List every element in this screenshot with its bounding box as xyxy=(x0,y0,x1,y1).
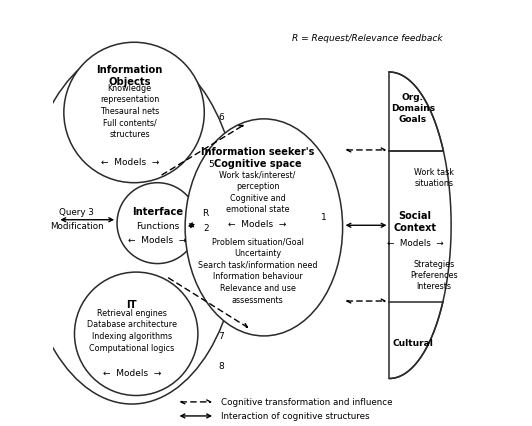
Circle shape xyxy=(64,43,204,183)
Text: ←  Models  →: ← Models → xyxy=(228,220,287,229)
Circle shape xyxy=(117,183,198,264)
Text: Problem situation/Goal
Uncertainty
Search task/information need
Information beha: Problem situation/Goal Uncertainty Searc… xyxy=(198,237,317,304)
Text: Functions: Functions xyxy=(136,221,179,230)
Text: 5: 5 xyxy=(208,160,213,169)
Text: 7: 7 xyxy=(219,332,224,341)
Text: ←  Models  →: ← Models → xyxy=(101,158,159,167)
Text: 2: 2 xyxy=(203,223,209,232)
Text: Cognitive transformation and influence: Cognitive transformation and influence xyxy=(221,397,393,406)
Text: Knowledge
representation
Thesaural nets
Full contents/
structures: Knowledge representation Thesaural nets … xyxy=(100,83,160,139)
Text: 1: 1 xyxy=(321,213,326,222)
Text: Work task/interest/
perception
Cognitive and
emotional state: Work task/interest/ perception Cognitive… xyxy=(219,170,296,214)
Text: Org.
Domains
Goals: Org. Domains Goals xyxy=(391,92,435,124)
Text: ←  Models  →: ← Models → xyxy=(387,238,443,247)
Ellipse shape xyxy=(185,120,343,336)
Text: ←  Models  →: ← Models → xyxy=(103,368,161,377)
Text: Interaction of cognitive structures: Interaction of cognitive structures xyxy=(221,412,370,420)
Text: IT: IT xyxy=(127,299,137,309)
Text: Information seeker's
Cognitive space: Information seeker's Cognitive space xyxy=(201,147,314,169)
Text: Work task
situations: Work task situations xyxy=(414,168,454,188)
Text: 6: 6 xyxy=(219,113,224,122)
Text: Cultural: Cultural xyxy=(393,338,433,347)
Circle shape xyxy=(74,273,198,396)
Text: Retrieval engines
Database architecture
Indexing algorithms
Computational logics: Retrieval engines Database architecture … xyxy=(87,308,177,352)
Text: Query 3: Query 3 xyxy=(59,207,94,216)
Text: R = Request/Relevance feedback: R = Request/Relevance feedback xyxy=(292,35,442,43)
Text: Interface: Interface xyxy=(132,207,183,217)
Text: 8: 8 xyxy=(219,361,224,370)
Text: Strategies
Preferences
Interests: Strategies Preferences Interests xyxy=(410,259,458,290)
Text: R: R xyxy=(202,208,209,218)
Text: Information
Objects: Information Objects xyxy=(97,65,163,87)
Text: Modification: Modification xyxy=(50,221,103,230)
Text: ←  Models  →: ← Models → xyxy=(128,235,187,244)
Text: Social
Context: Social Context xyxy=(394,210,436,233)
